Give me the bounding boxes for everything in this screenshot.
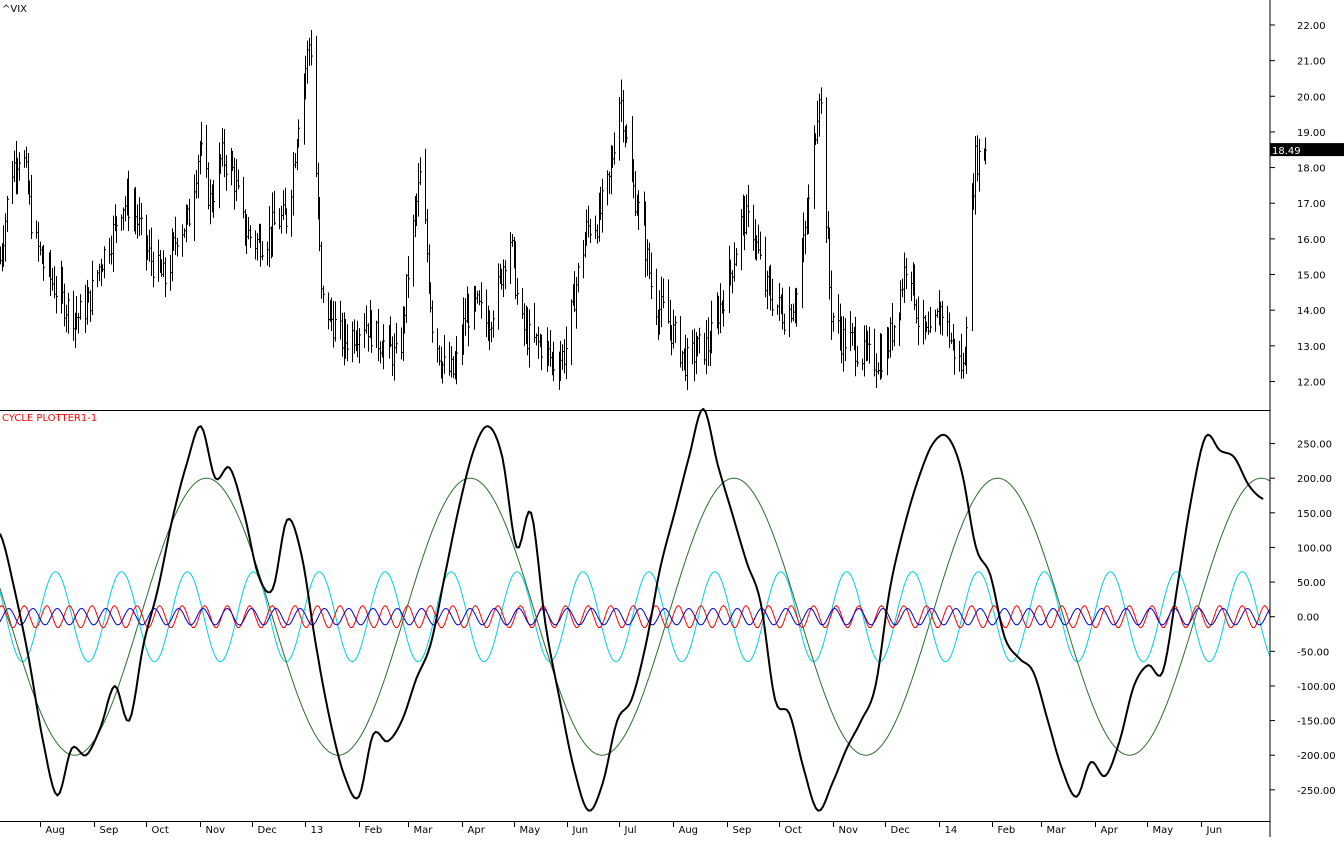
x-tick-label: Dec — [891, 825, 910, 836]
price-y-tick-label: 17.00 — [1297, 199, 1326, 210]
x-tick-label: Dec — [258, 825, 277, 836]
cycle-y-tick-label: 250.00 — [1297, 440, 1332, 451]
x-tick-label: Feb — [998, 825, 1016, 836]
cycle-y-tick-label: 200.00 — [1297, 474, 1332, 485]
cycle-y-tick-label: 50.00 — [1297, 578, 1326, 589]
x-tick-label: Apr — [1101, 825, 1119, 836]
price-panel: ^VIX 12.00 13.00 14.00 15.00 16.00 17.00 18.00… — [1, 4, 1344, 390]
x-tick-label: Jun — [572, 825, 589, 836]
x-tick-label: 13 — [311, 825, 324, 836]
x-tick-label: Nov — [206, 825, 226, 836]
cycle-y-tick-label: 150.00 — [1297, 509, 1332, 520]
cycle-panel-title: CYCLE PLOTTER1-1 — [2, 413, 97, 424]
cycle-y-tick-label: 0.00 — [1297, 613, 1319, 624]
price-y-tick-label: 15.00 — [1297, 271, 1326, 282]
cycle-panel: CYCLE PLOTTER1-1 250.00 200.00 150.00 100.0… — [0, 409, 1336, 811]
cycle-y-axis: 250.00 200.00 150.00 100.00 50.00 0.00 -50.00 -… — [1270, 440, 1336, 797]
x-tick-label: Oct — [152, 825, 169, 836]
x-tick-label: Mar — [1047, 825, 1067, 836]
price-y-tick-label: 19.00 — [1297, 128, 1326, 139]
x-tick-label: Mar — [414, 825, 434, 836]
price-bars — [1, 30, 988, 390]
cycle-series-1 — [0, 478, 1270, 755]
price-y-tick-label: 12.00 — [1297, 377, 1326, 388]
cycle-series — [0, 409, 1270, 811]
x-axis: Aug Sep Oct Nov Dec 13 Feb Mar Apr May Jun Jul Aug Se… — [41, 821, 1223, 836]
x-tick-label: Apr — [468, 825, 486, 836]
cycle-series-4 — [0, 608, 1270, 625]
price-panel-title: ^VIX — [2, 4, 27, 15]
x-tick-label: Oct — [785, 825, 802, 836]
cycle-y-tick-label: -50.00 — [1297, 647, 1329, 658]
x-tick-label: Jul — [624, 825, 637, 836]
last-price-badge-label: 18.49 — [1272, 146, 1301, 157]
price-y-axis: 12.00 13.00 14.00 15.00 16.00 17.00 18.00 19.00… — [1270, 21, 1326, 389]
price-y-tick-label: 16.00 — [1297, 235, 1326, 246]
cycle-series-2 — [0, 572, 1270, 662]
cycle-y-tick-label: -250.00 — [1297, 786, 1336, 797]
x-tick-label: Sep — [100, 825, 119, 836]
x-tick-label: 14 — [945, 825, 958, 836]
x-tick-label: Feb — [365, 825, 383, 836]
price-y-tick-label: 14.00 — [1297, 306, 1326, 317]
cycle-y-tick-label: -200.00 — [1297, 751, 1336, 762]
x-tick-label: May — [520, 825, 541, 836]
x-tick-label: Nov — [839, 825, 859, 836]
x-tick-label: Jun — [1206, 825, 1223, 836]
chart-frame — [0, 0, 1270, 837]
last-price-badge: 18.49 — [1270, 143, 1344, 157]
price-y-tick-label: 18.00 — [1297, 164, 1326, 175]
x-tick-label: Aug — [679, 825, 699, 836]
x-tick-label: May — [1153, 825, 1174, 836]
price-y-tick-label: 20.00 — [1297, 92, 1326, 103]
price-y-tick-label: 22.00 — [1297, 21, 1326, 32]
cycle-composite-line — [0, 409, 1263, 811]
price-y-tick-label: 13.00 — [1297, 342, 1326, 353]
x-tick-label: Sep — [733, 825, 752, 836]
cycle-y-tick-label: -100.00 — [1297, 682, 1336, 693]
cycle-y-tick-label: -150.00 — [1297, 717, 1336, 728]
cycle-y-tick-label: 100.00 — [1297, 543, 1332, 554]
price-y-tick-label: 21.00 — [1297, 57, 1326, 68]
x-tick-label: Aug — [46, 825, 66, 836]
